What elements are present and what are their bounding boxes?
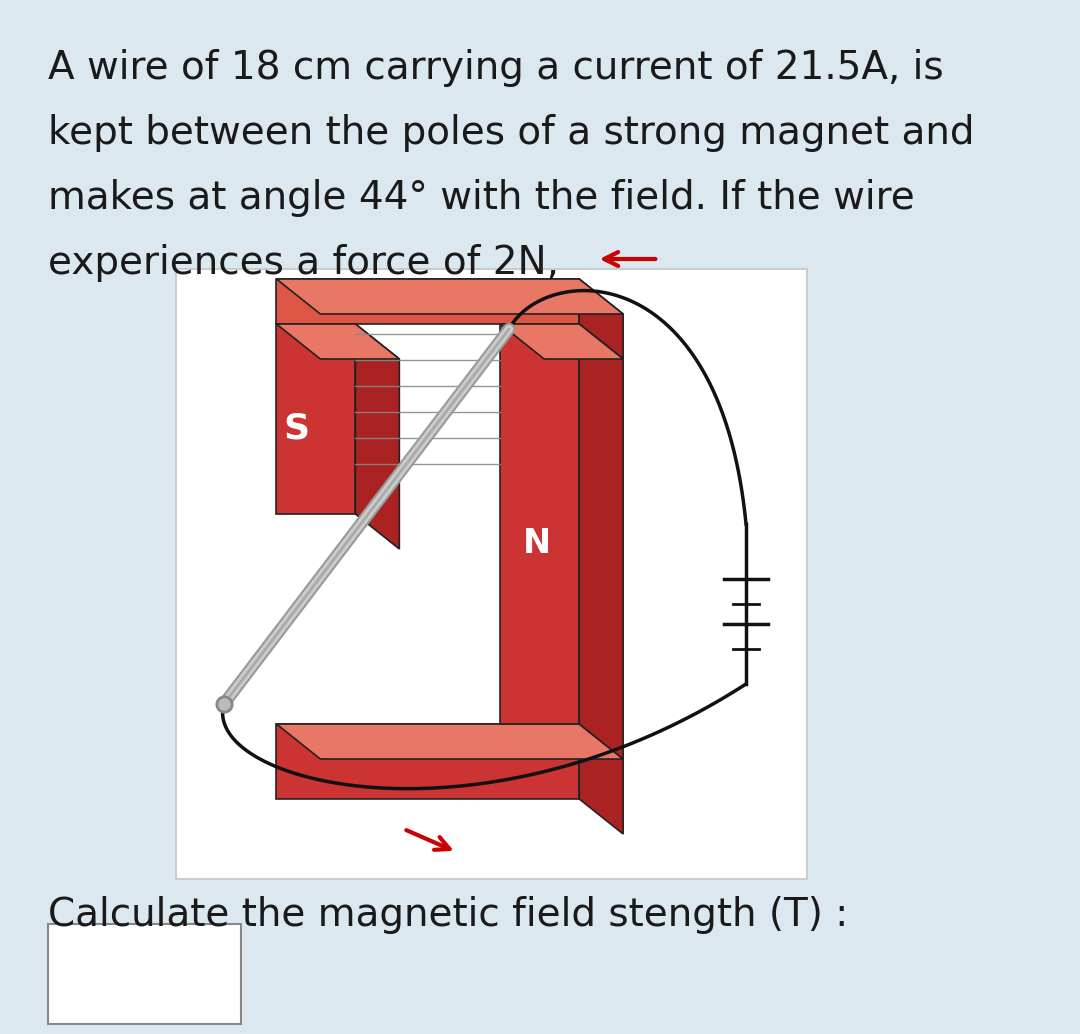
Polygon shape [355,324,400,549]
Bar [176,269,808,879]
Text: Calculate the magnetic field stength (T) :: Calculate the magnetic field stength (T)… [49,896,849,934]
Polygon shape [579,279,623,359]
Text: experiences a force of 2N,: experiences a force of 2N, [49,244,559,282]
Text: S: S [284,412,310,446]
Text: N: N [523,527,551,560]
Text: A wire of 18 cm carrying a current of 21.5A, is: A wire of 18 cm carrying a current of 21… [49,49,944,87]
Polygon shape [579,324,623,759]
Polygon shape [500,324,623,359]
Polygon shape [276,724,623,759]
Polygon shape [276,279,579,324]
Polygon shape [276,324,400,359]
Polygon shape [579,724,623,834]
Text: makes at angle 44° with the field. If the wire: makes at angle 44° with the field. If th… [49,179,915,217]
Text: kept between the poles of a strong magnet and: kept between the poles of a strong magne… [49,114,975,152]
Polygon shape [276,279,623,314]
Polygon shape [276,324,355,514]
Polygon shape [500,324,579,724]
Bar [49,924,241,1024]
Polygon shape [276,724,579,799]
